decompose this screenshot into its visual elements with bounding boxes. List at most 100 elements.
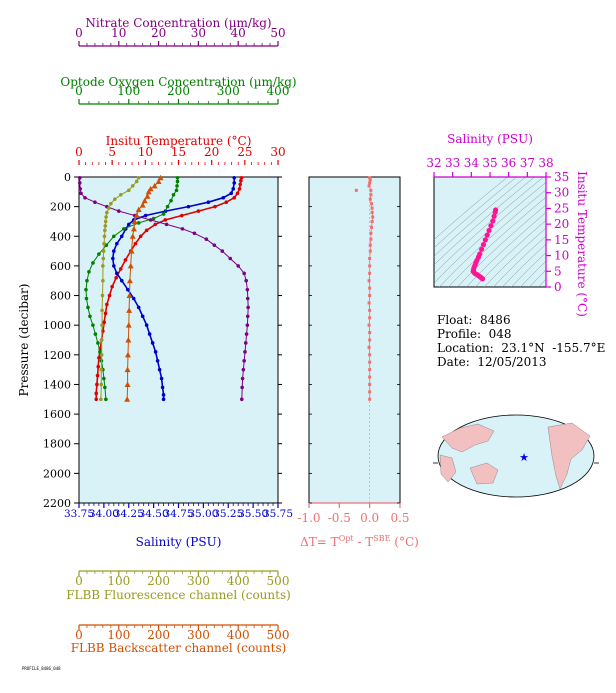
float-location: Location: 23.1°N -155.7°E bbox=[437, 341, 606, 355]
delta-t-tick-label: 0.0 bbox=[360, 511, 379, 525]
fluorescence-point bbox=[99, 338, 104, 342]
backscatter-point bbox=[126, 307, 133, 313]
ts-point bbox=[486, 227, 492, 234]
temperature-point bbox=[107, 293, 112, 298]
fluorescence-axis-label: FLBB Fluorescence channel (counts) bbox=[66, 588, 291, 602]
temperature-point bbox=[95, 382, 99, 387]
oxygen-point bbox=[112, 234, 116, 239]
salinity-point bbox=[136, 305, 141, 310]
temperature-tick-label: 15 bbox=[171, 145, 186, 159]
ts-temperature-tick-label: 0 bbox=[554, 280, 562, 294]
temperature-tick-label: 0 bbox=[75, 145, 83, 159]
fluorescence-point bbox=[99, 367, 104, 372]
fluorescence-point bbox=[104, 215, 108, 219]
backscatter-tick-label: 400 bbox=[227, 628, 250, 642]
backscatter-point bbox=[135, 206, 142, 213]
temperature-point bbox=[110, 284, 114, 289]
delta-t-label-xlabel-sup1: Opt bbox=[339, 534, 355, 543]
ts-salinity-tick-label: 37 bbox=[520, 156, 535, 170]
delta-t-panel: -1.0 -0.5 0.0 0.5 ΔT= TOpt - TSBE (°C) bbox=[297, 176, 419, 549]
oxygen-point bbox=[87, 270, 91, 274]
nitrate-point bbox=[246, 305, 250, 310]
salinity-point bbox=[140, 314, 145, 319]
oxygen-point bbox=[136, 221, 141, 225]
fluorescence-point bbox=[103, 228, 107, 233]
salinity-point bbox=[221, 195, 226, 200]
delta-t-point bbox=[367, 279, 371, 283]
ts-salinity-tick-label: 34 bbox=[464, 156, 480, 170]
temperature-tick-label: 25 bbox=[237, 145, 252, 159]
oxygen-point bbox=[121, 227, 126, 231]
ts-point bbox=[479, 246, 485, 252]
delta-t-plot-area bbox=[308, 176, 401, 504]
salinity-point bbox=[161, 397, 166, 402]
nitrate-point bbox=[236, 264, 240, 268]
temperature-point bbox=[180, 213, 184, 218]
temperature-point bbox=[144, 228, 149, 233]
oxygen-point bbox=[175, 175, 180, 180]
delta-t-label-xlabel-mid: - T bbox=[354, 535, 374, 549]
temperature-point bbox=[235, 191, 240, 196]
oxygen-point bbox=[88, 314, 92, 319]
salinity-point bbox=[111, 256, 115, 261]
fluorescence-tick-label: 200 bbox=[147, 574, 170, 588]
density-isopleth bbox=[475, 219, 546, 287]
nitrate-axis-label: Nitrate Concentration (µm/kg) bbox=[85, 16, 271, 30]
ts-temperature-tick-label: 20 bbox=[554, 217, 569, 231]
density-isopleth bbox=[493, 235, 546, 287]
map-landmass-australia bbox=[469, 462, 499, 485]
delta-t-axis-label: ΔT= TOpt - TSBE (°C) bbox=[300, 534, 419, 549]
density-isopleth bbox=[457, 204, 546, 287]
backscatter-point bbox=[125, 322, 132, 328]
salinity-point bbox=[150, 341, 155, 345]
fluorescence-point bbox=[130, 184, 135, 188]
density-isopleth bbox=[434, 177, 517, 249]
fluorescence-point bbox=[134, 179, 139, 184]
delta-t-point bbox=[368, 360, 372, 364]
delta-t-point bbox=[368, 382, 372, 386]
temperature-point bbox=[232, 195, 237, 200]
density-isopleth bbox=[434, 177, 535, 266]
pressure-tick-label: 0 bbox=[64, 171, 71, 184]
pressure-tick-label: 200 bbox=[50, 201, 71, 214]
salinity-point bbox=[126, 222, 131, 227]
oxygen-point bbox=[175, 179, 180, 184]
temperature-tick-label: 10 bbox=[138, 145, 153, 159]
salinity-point bbox=[115, 271, 119, 276]
fluorescence-point bbox=[102, 234, 107, 239]
nitrate-point bbox=[78, 187, 82, 191]
salinity-point bbox=[157, 367, 162, 372]
delta-t-label-xlabel-unit: (°C) bbox=[390, 535, 418, 549]
nitrate-point bbox=[239, 397, 244, 402]
oxygen-tick-label: 400 bbox=[267, 84, 290, 98]
temperature-point bbox=[153, 222, 158, 227]
oxygen-point bbox=[93, 332, 98, 336]
ts-temperature-tick-label: 10 bbox=[554, 249, 569, 263]
salinity-point bbox=[155, 358, 160, 363]
nitrate-point bbox=[241, 367, 246, 372]
footer-code: PROFILE_8486_048 bbox=[22, 666, 61, 671]
fluorescence-point bbox=[118, 192, 123, 197]
delta-t-point bbox=[368, 271, 372, 275]
salinity-point bbox=[115, 241, 119, 246]
delta-t-point bbox=[367, 184, 371, 188]
oxygen-point bbox=[175, 184, 179, 188]
backscatter-axis-label: FLBB Backscatter channel (counts) bbox=[71, 641, 287, 655]
fluorescence-tick-label: 400 bbox=[227, 574, 250, 588]
ts-salinity-tick-label: 35 bbox=[482, 156, 497, 170]
backscatter-tick-label: 0 bbox=[75, 628, 83, 642]
salinity-point bbox=[112, 249, 116, 253]
delta-t-point bbox=[368, 178, 372, 182]
delta-t-point bbox=[367, 345, 371, 349]
delta-t-point bbox=[368, 243, 372, 247]
ts-point bbox=[479, 276, 486, 282]
delta-t-point bbox=[370, 211, 374, 215]
ts-temperature-tick-label: 35 bbox=[554, 170, 569, 184]
fluorescence-point bbox=[103, 224, 108, 228]
nitrate-point bbox=[240, 376, 245, 381]
nitrate-tick-label: 40 bbox=[231, 26, 246, 40]
pressure-axis-label: Pressure (decibar) bbox=[17, 284, 31, 397]
fluorescence-point bbox=[101, 278, 105, 283]
temperature-point bbox=[239, 178, 243, 183]
